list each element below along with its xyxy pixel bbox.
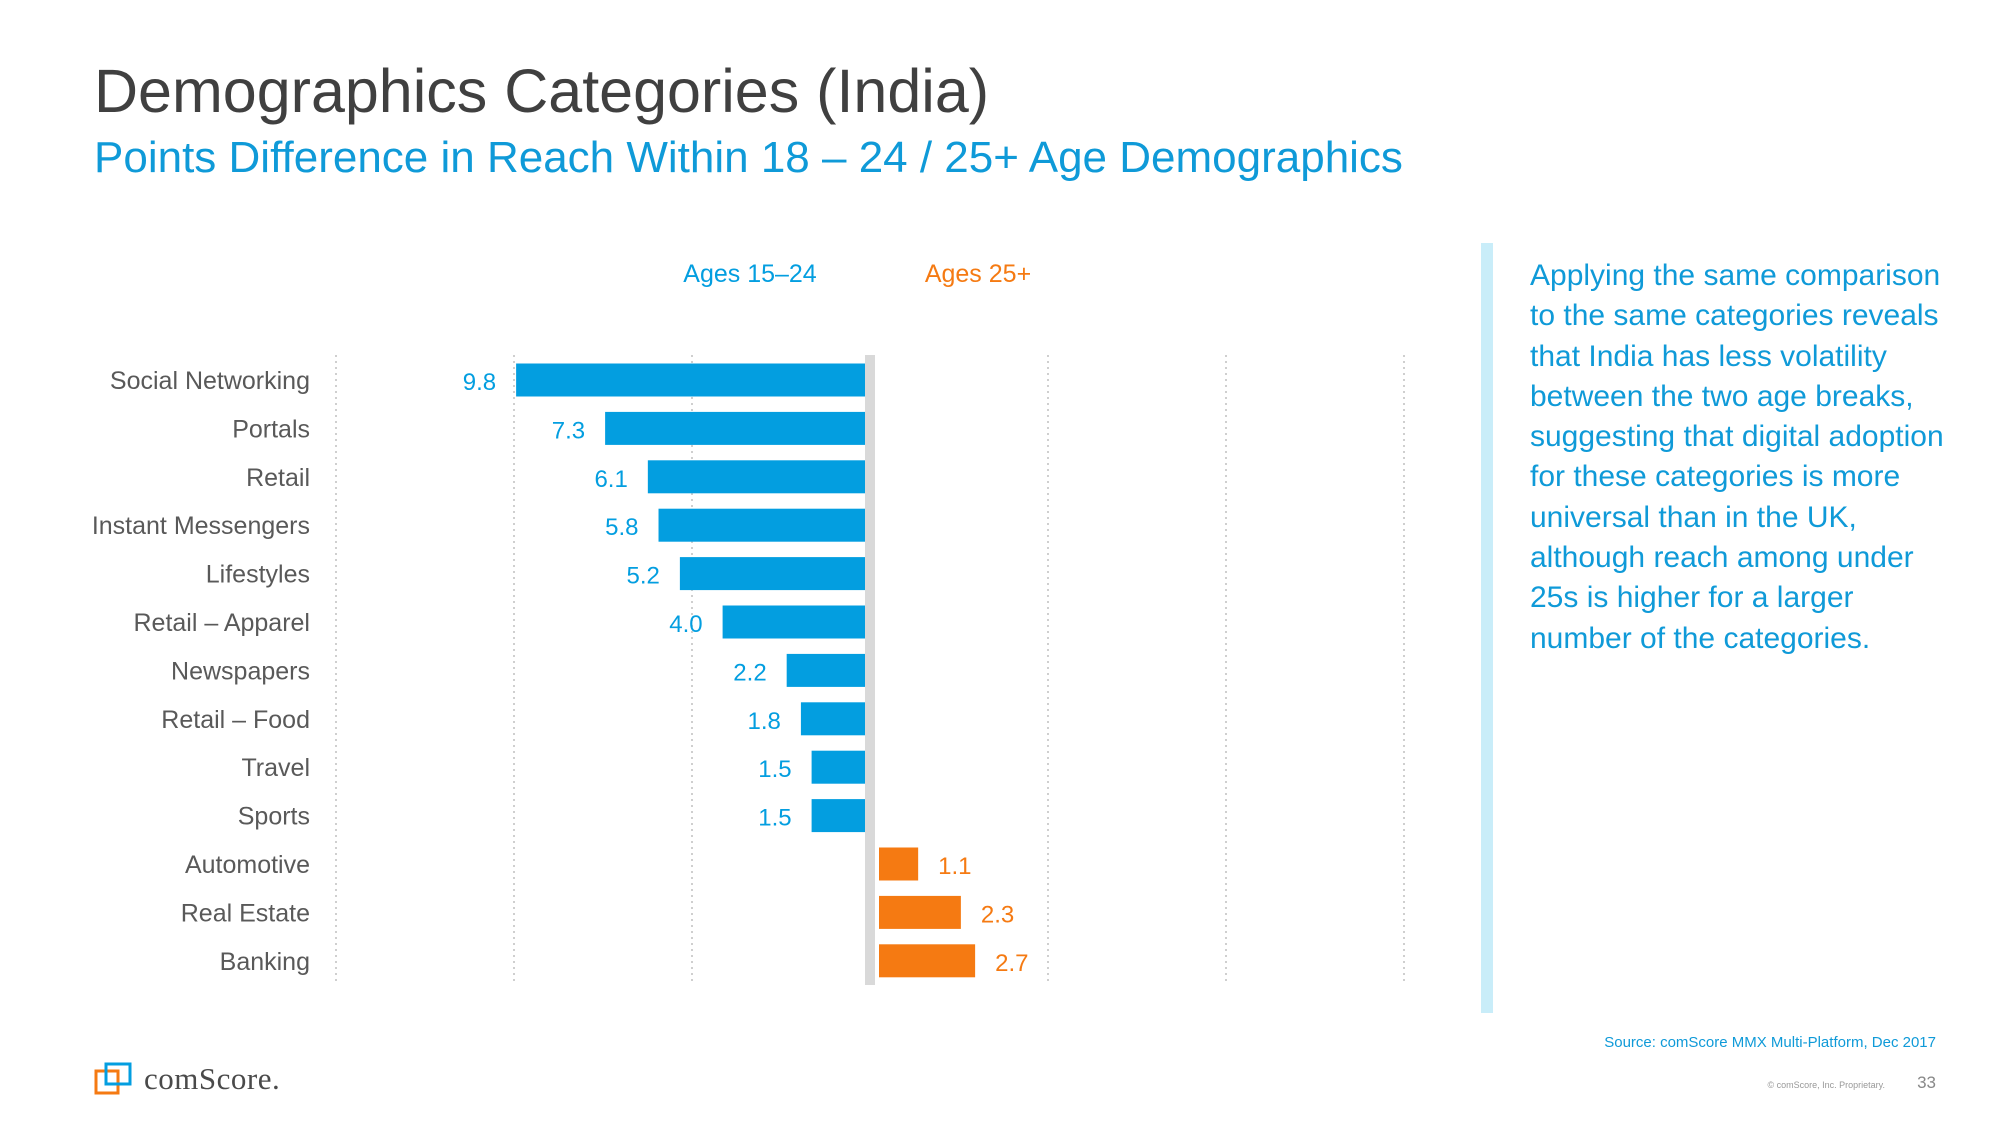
comscore-logo-icon	[94, 1062, 132, 1095]
category-label: Retail – Apparel	[133, 609, 310, 637]
bar-ages-25-plus	[879, 944, 976, 978]
legend-ages-15-24: Ages 15–24	[683, 260, 817, 288]
legend-ages-25-plus: Ages 25+	[925, 260, 1031, 288]
value-label: 6.1	[594, 466, 627, 493]
value-label: 5.8	[605, 514, 638, 541]
comscore-wordmark: comScore.	[144, 1061, 281, 1096]
bar-ages-15-24	[811, 799, 865, 833]
bar-ages-15-24	[658, 508, 865, 542]
bars	[516, 363, 976, 978]
value-label: 2.2	[733, 659, 766, 686]
source-note: Source: comScore MMX Multi-Platform, Dec…	[1604, 1034, 1936, 1051]
bar-ages-25-plus	[879, 847, 919, 881]
commentary-text: Applying the same comparison to the same…	[1530, 259, 1944, 655]
category-label: Lifestyles	[206, 561, 310, 589]
bar-ages-15-24	[679, 557, 865, 591]
page-number: 33	[1917, 1073, 1936, 1092]
bar-ages-25-plus	[879, 895, 961, 929]
bar-ages-15-24	[605, 411, 865, 445]
page-subtitle: Points Difference in Reach Within 18 – 2…	[94, 133, 1403, 182]
value-label: 1.8	[748, 708, 781, 735]
bar-ages-15-24	[786, 653, 865, 687]
category-label: Retail – Food	[161, 706, 310, 734]
category-label: Retail	[246, 464, 310, 492]
bar-ages-15-24	[647, 460, 865, 494]
value-label: 1.5	[758, 756, 791, 783]
category-label: Real Estate	[181, 899, 310, 927]
value-labels: 9.8 7.3 6.1 5.8 5.2 4.0 2.2 1.8 1.5 1.5 1.1 2.3 2.7	[463, 369, 1029, 977]
value-label: 4.0	[669, 611, 702, 638]
page-title: Demographics Categories (India)	[94, 57, 990, 125]
bar-ages-15-24	[722, 605, 865, 639]
copyright-note: © comScore, Inc. Proprietary.	[1767, 1080, 1885, 1090]
commentary-divider	[1481, 243, 1493, 1013]
comscore-logo: comScore.	[94, 1060, 280, 1098]
value-label: 9.8	[463, 369, 496, 396]
bar-ages-15-24	[811, 750, 865, 784]
category-label: Banking	[220, 948, 310, 976]
value-label: 1.1	[938, 853, 971, 880]
value-label: 2.3	[981, 901, 1014, 928]
category-label: Sports	[238, 803, 310, 831]
value-label: 1.5	[758, 805, 791, 832]
bar-ages-15-24	[516, 363, 865, 397]
category-label: Newspapers	[171, 657, 310, 685]
category-label: Portals	[232, 415, 310, 443]
category-labels: Social Networking Portals Retail Instant Me…	[92, 367, 310, 976]
value-label: 5.2	[627, 563, 660, 590]
category-label: Travel	[241, 754, 310, 782]
value-label: 2.7	[995, 950, 1028, 977]
diverging-bar-chart: Ages 15–24 Ages 25+ Social Networking Por…	[92, 260, 1405, 985]
category-label: Social Networking	[110, 367, 310, 395]
category-label: Instant Messengers	[92, 512, 310, 540]
category-label: Automotive	[185, 851, 310, 879]
value-label: 7.3	[552, 417, 585, 444]
bar-ages-15-24	[800, 702, 865, 736]
center-axis	[865, 355, 875, 985]
